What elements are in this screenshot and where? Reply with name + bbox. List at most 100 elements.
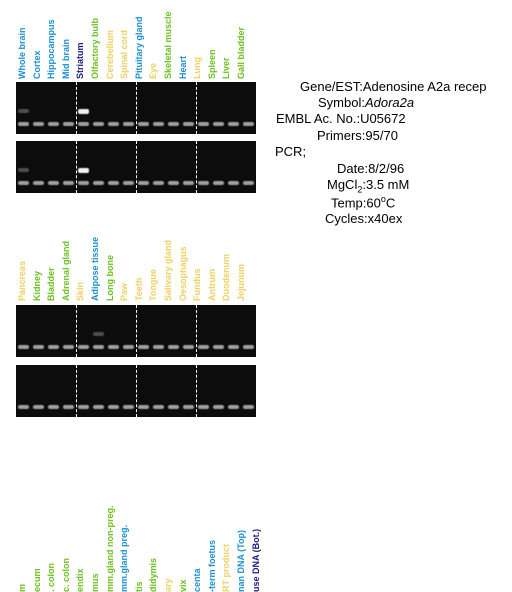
gel-band [198,181,209,185]
lane-group-divider [136,365,137,417]
lane-label: Cerebellum [104,29,115,79]
gel-signal-band [18,168,29,172]
gel-band [78,122,89,126]
lane-label: Jejunum [236,263,246,301]
gel-panel-1-bottom [16,141,256,193]
temp-degree: o [380,194,386,204]
lane-label: Adipose tissue [90,236,100,301]
gel-panel-1-top [16,82,256,134]
cycles-value: x40ex [367,211,403,226]
gel-band [48,122,59,126]
temp-unit: C [385,195,396,211]
mgcl-key: MgCl [327,177,358,192]
primers-key: Primers: [317,128,366,143]
lane-group-divider [76,141,77,193]
lane-label: Gall bladder [236,26,246,79]
gel-band [183,405,194,409]
lane-label: Bladder [46,267,57,301]
gene-line: Gene/EST:Adenosine A2a recep [300,79,486,94]
gel-band [153,181,164,185]
gel-band [243,122,254,126]
gel-band [18,181,29,185]
gel-band [198,122,209,126]
embl-value: U05672 [360,111,406,126]
gel-band [168,122,179,126]
gel-band [78,181,89,185]
gel-band [48,181,59,185]
gel-band [213,181,224,185]
lane-label: Skeletal muscle [163,11,173,79]
gel-band [93,405,104,409]
embl-key: EMBL Ac. No.: [276,111,361,126]
gel-band [198,345,209,349]
primers-value: 95/70 [365,128,398,143]
lane-label: Skin [75,281,86,301]
lane-label: ecum [31,568,42,592]
lane-group-divider [136,82,137,134]
lane-label: Spleen [206,49,217,79]
gel-band [93,181,104,185]
lane-label: use DNA (Bot.) [250,528,261,592]
lane-label: Striatum [75,42,86,79]
mgcl-colon: : [362,177,366,192]
gel-band [243,345,254,349]
lane-label: Liver [221,57,232,79]
gel-band [108,345,119,349]
gel-band [183,181,194,185]
lane-label: c. colon [60,557,71,592]
lane-label: Cortex [31,50,42,79]
gel-band [123,122,134,126]
lane-group-divider [76,305,77,357]
gel-band [93,122,104,126]
lane-label: Whole brain [17,27,27,80]
gel-band [243,405,254,409]
gel-band [93,345,104,349]
lane-label: nan DNA (Top) [236,530,246,592]
lane-label: mm.gland preg. [119,524,130,592]
gel-band [228,405,239,409]
gel-band [138,405,149,409]
gel-band [33,405,44,409]
gel-band [138,181,149,185]
gel-band [63,405,74,409]
gel-band [168,181,179,185]
lane-label: tis [133,581,144,592]
gel-band [213,405,224,409]
lane-label: Pancreas [17,260,27,301]
gel-panel-2-top [16,305,256,357]
lane-label: vix [177,579,188,592]
gel-band [168,345,179,349]
gel-signal-band [78,109,89,114]
gene-key: Gene/EST: [300,79,363,94]
lane-label: endix [75,568,86,592]
embl-line: EMBL Ac. No.:U05672 [276,111,406,126]
gel-signal-band [93,332,104,336]
lane-label: Olfactory bulb [90,17,100,79]
lane-label: Fundus [192,268,203,302]
gel-band [63,181,74,185]
symbol-key: Symbol: [318,95,365,110]
gel-band [78,345,89,349]
lane-label: Teeth [133,277,144,301]
gene-value: Adenosine A2a recep [362,79,487,94]
lane-group-divider [76,82,77,134]
lane-label: . colon [46,563,57,592]
gel-band [138,345,149,349]
lane-label: Pituitary gland [133,16,144,79]
lane-group-divider [136,305,137,357]
gel-band [183,122,194,126]
temp-key: Temp: [331,195,367,211]
gel-band [213,122,224,126]
gel-band [48,345,59,349]
lane-label: -term foetus [206,539,217,592]
mgcl-value: 3.5 mM [365,177,410,192]
lane-label: Heart [177,55,188,79]
lane-label: centa [192,568,203,592]
gel-band [48,405,59,409]
lane-label: mus [90,573,100,592]
gel-band [228,122,239,126]
lane-group-divider [196,82,197,134]
lane-label: Duodenum [221,254,232,301]
date-value: 8/2/96 [368,161,405,176]
gel-band [183,345,194,349]
